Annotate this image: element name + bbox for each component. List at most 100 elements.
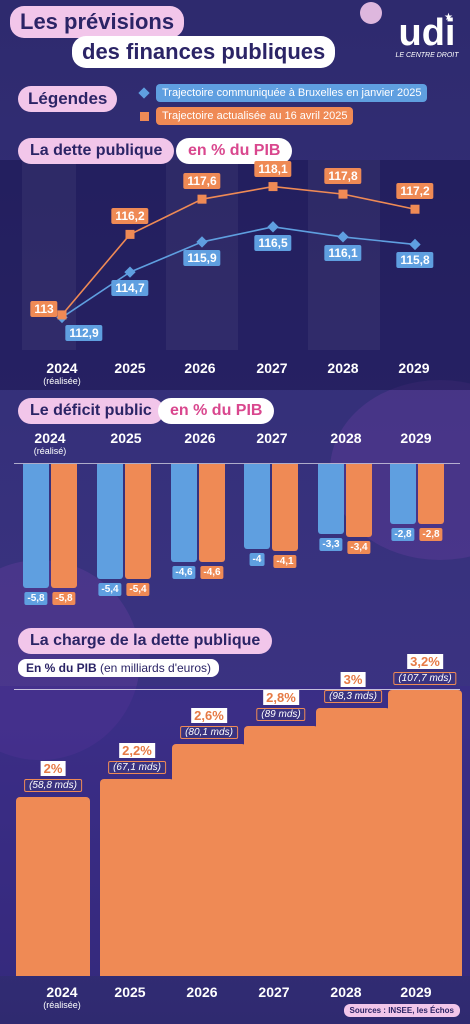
data-label-brussels: 116,1 xyxy=(324,244,362,261)
charge-amount-label: (89 mds) xyxy=(256,707,306,721)
series-line-brussels xyxy=(61,226,416,319)
deficit-bar-updated xyxy=(346,464,372,537)
year-label: 2025 xyxy=(114,984,146,1000)
data-point-brussels xyxy=(267,221,279,233)
data-label-brussels: 112,9 xyxy=(65,325,103,342)
year-label: 2026 xyxy=(184,360,216,376)
year-label: 2026 xyxy=(186,984,218,1000)
data-point-updated xyxy=(197,194,207,204)
year-label: 2027 xyxy=(256,430,288,446)
data-label-brussels: 116,5 xyxy=(254,234,292,251)
logo: udi LE CENTRE DROIT ★ xyxy=(392,12,462,59)
deficit-bar-updated xyxy=(51,464,77,588)
charge-subtitle: En % du PIB (en milliards d'euros) xyxy=(18,659,220,677)
year-label: 2024 xyxy=(34,430,66,446)
deficit-bar-brussels xyxy=(390,464,416,524)
charge-pct-label: 2,2% xyxy=(119,743,155,759)
legend-title: Légendes xyxy=(18,86,118,112)
deficit-bar-updated xyxy=(199,464,225,563)
deficit-label-brussels: -2,8 xyxy=(391,527,415,541)
deficit-title: Le déficit public xyxy=(18,398,164,424)
data-point-updated xyxy=(125,229,135,239)
legend-item-brussels: Trajectoire communiquée à Bruxelles en j… xyxy=(156,84,428,102)
data-label-updated: 113 xyxy=(30,300,58,317)
data-label-brussels: 115,8 xyxy=(396,252,434,269)
year-label: 2025 xyxy=(110,430,142,446)
data-label-updated: 117,6 xyxy=(183,173,221,190)
debt-panel xyxy=(0,160,470,390)
charge-bar xyxy=(100,779,174,976)
data-point-updated xyxy=(410,204,420,214)
year-label: 2024 xyxy=(46,984,78,1000)
deficit-bar-updated xyxy=(418,464,444,524)
title-line-1: Les prévisions xyxy=(10,6,185,38)
legend-item-updated: Trajectoire actualisée au 16 avril 2025 xyxy=(156,107,354,125)
data-label-updated: 118,1 xyxy=(254,160,292,177)
deficit-label-updated: -4,1 xyxy=(273,555,297,569)
charge-amount-label: (67,1 mds) xyxy=(108,761,166,775)
charge-bar xyxy=(388,690,462,976)
charge-pct-label: 2% xyxy=(40,761,66,777)
realised-note: (réalisé) xyxy=(33,446,67,456)
data-point-updated xyxy=(268,182,278,192)
deficit-label-brussels: -5,8 xyxy=(24,591,48,605)
deficit-bar-brussels xyxy=(244,464,270,550)
data-label-brussels: 115,9 xyxy=(183,249,221,266)
charge-pct-label: 2,6% xyxy=(191,707,227,723)
square-marker-icon xyxy=(140,112,149,121)
series-line-updated xyxy=(61,185,416,316)
realised-note: (réalisée) xyxy=(43,376,81,386)
data-point-brussels xyxy=(409,238,421,251)
year-label: 2025 xyxy=(114,360,146,376)
year-label: 2028 xyxy=(327,360,359,376)
deficit-bar-brussels xyxy=(318,464,344,535)
deficit-bar-updated xyxy=(125,464,151,580)
deficit-label-updated: -5,8 xyxy=(52,591,76,605)
deficit-label-updated: -2,8 xyxy=(419,527,443,541)
data-label-updated: 116,2 xyxy=(111,208,149,225)
charge-amount-label: (98,3 mds) xyxy=(324,689,382,703)
charge-amount-label: (107,7 mds) xyxy=(393,672,457,685)
deficit-label-updated: -5,4 xyxy=(126,583,150,597)
charge-subtitle-rest: (en milliards d'euros) xyxy=(100,661,212,675)
charge-subtitle-bold: En % du PIB xyxy=(26,661,97,675)
year-label: 2027 xyxy=(258,984,290,1000)
star-icon: ★ xyxy=(444,12,453,23)
charge-bar xyxy=(316,707,390,976)
deficit-label-brussels: -4,6 xyxy=(172,566,196,580)
charge-bar xyxy=(172,743,246,976)
deficit-bar-brussels xyxy=(171,464,197,563)
year-label: 2024 xyxy=(46,360,78,376)
deficit-label-brussels: -4 xyxy=(249,553,265,567)
data-point-brussels xyxy=(124,266,136,278)
sources-note: Sources : INSEE, les Échos xyxy=(343,1004,460,1017)
diamond-marker-icon xyxy=(138,87,150,99)
deficit-label-brussels: -3,3 xyxy=(319,538,343,552)
data-label-updated: 117,8 xyxy=(324,168,362,185)
charge-bar xyxy=(244,725,318,976)
year-label: 2026 xyxy=(184,430,216,446)
deficit-bar-brussels xyxy=(97,464,123,580)
year-label: 2027 xyxy=(256,360,288,376)
debt-title: La dette publique xyxy=(18,138,175,164)
data-label-updated: 117,2 xyxy=(396,183,434,200)
year-label: 2028 xyxy=(330,984,362,1000)
charge-amount-label: (80,1 mds) xyxy=(180,725,238,739)
logo-text: udi xyxy=(398,12,456,54)
debt-unit: en % du PIB xyxy=(176,138,293,164)
column-band xyxy=(22,160,76,350)
data-point-updated xyxy=(57,310,67,320)
charge-top-line xyxy=(14,689,460,690)
year-label: 2029 xyxy=(398,360,430,376)
deficit-bar-brussels xyxy=(23,464,49,588)
deficit-zero-line xyxy=(14,463,460,464)
deficit-bar-updated xyxy=(272,464,298,552)
data-label-brussels: 114,7 xyxy=(111,280,149,297)
data-point-updated xyxy=(338,189,348,199)
charge-pct-label: 2,8% xyxy=(263,689,299,705)
logo-tagline: LE CENTRE DROIT xyxy=(395,52,459,59)
deficit-label-brussels: -5,4 xyxy=(98,583,122,597)
year-label: 2029 xyxy=(400,984,432,1000)
deficit-unit: en % du PIB xyxy=(158,398,275,424)
year-label: 2029 xyxy=(400,430,432,446)
